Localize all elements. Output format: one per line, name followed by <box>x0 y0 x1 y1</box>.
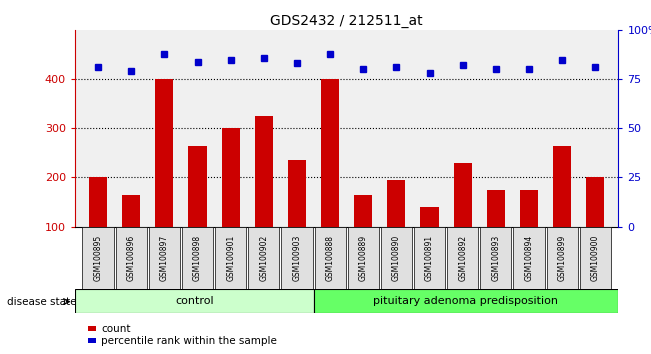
Text: GSM100902: GSM100902 <box>259 234 268 281</box>
Bar <box>149 227 180 289</box>
Text: GSM100893: GSM100893 <box>492 234 501 281</box>
Bar <box>480 227 512 289</box>
Bar <box>215 227 246 289</box>
Bar <box>89 177 107 276</box>
Bar <box>314 227 346 289</box>
Bar <box>414 227 445 289</box>
Bar <box>88 326 96 331</box>
Text: GSM100897: GSM100897 <box>160 234 169 281</box>
Text: GSM100898: GSM100898 <box>193 234 202 281</box>
Text: GSM100891: GSM100891 <box>425 234 434 281</box>
Bar <box>188 147 206 276</box>
Text: GSM100889: GSM100889 <box>359 234 368 281</box>
Bar <box>75 289 314 313</box>
Bar <box>288 160 306 276</box>
Text: GSM100899: GSM100899 <box>558 234 566 281</box>
Bar <box>314 289 618 313</box>
Bar <box>514 227 544 289</box>
Bar <box>586 177 604 276</box>
Title: GDS2432 / 212511_at: GDS2432 / 212511_at <box>270 14 423 28</box>
Bar <box>354 195 372 276</box>
Text: GSM100888: GSM100888 <box>326 235 335 280</box>
Bar <box>321 79 339 276</box>
Text: GSM100892: GSM100892 <box>458 234 467 281</box>
Text: pituitary adenoma predisposition: pituitary adenoma predisposition <box>374 296 559 306</box>
Text: control: control <box>175 296 214 306</box>
Text: GSM100901: GSM100901 <box>226 234 235 281</box>
Bar <box>454 163 472 276</box>
Bar <box>579 227 611 289</box>
Bar <box>547 227 577 289</box>
Bar <box>88 338 96 343</box>
Bar <box>83 227 114 289</box>
Text: disease state: disease state <box>7 297 76 307</box>
Bar <box>387 180 406 276</box>
Bar <box>248 227 279 289</box>
Bar <box>281 227 312 289</box>
Text: GSM100896: GSM100896 <box>127 234 135 281</box>
Bar <box>348 227 379 289</box>
Bar <box>447 227 478 289</box>
Bar <box>221 128 240 276</box>
Text: percentile rank within the sample: percentile rank within the sample <box>101 336 277 346</box>
Bar <box>155 79 173 276</box>
Text: GSM100903: GSM100903 <box>292 234 301 281</box>
Bar <box>122 195 141 276</box>
Text: GSM100890: GSM100890 <box>392 234 401 281</box>
Bar <box>381 227 412 289</box>
Text: GSM100894: GSM100894 <box>525 234 533 281</box>
Bar <box>487 190 505 276</box>
Text: GSM100895: GSM100895 <box>94 234 103 281</box>
Bar <box>421 207 439 276</box>
Bar <box>182 227 213 289</box>
Text: GSM100900: GSM100900 <box>590 234 600 281</box>
Bar <box>116 227 146 289</box>
Bar <box>553 145 571 276</box>
Bar <box>520 190 538 276</box>
Bar <box>255 116 273 276</box>
Text: count: count <box>101 324 130 333</box>
